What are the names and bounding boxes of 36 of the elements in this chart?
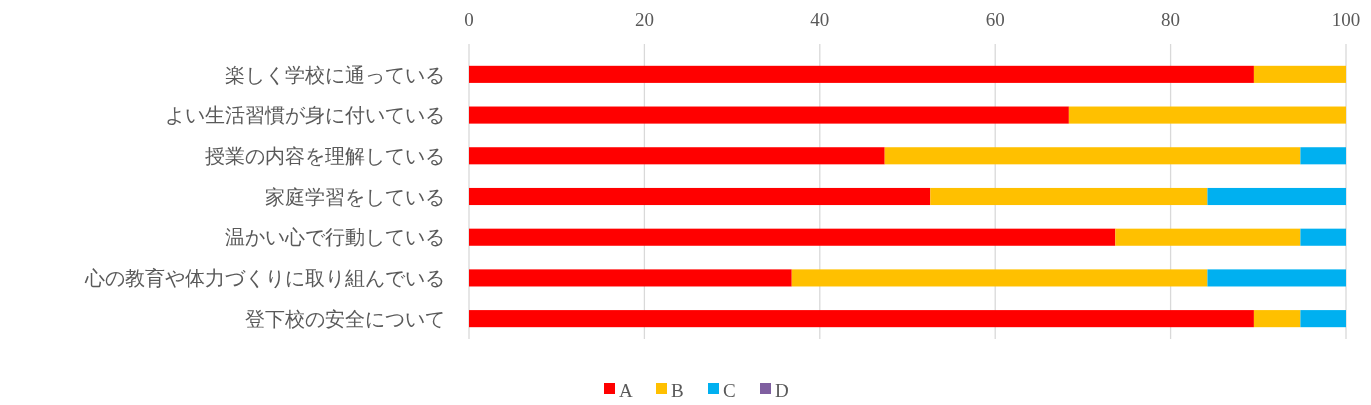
legend-label: C [723, 379, 736, 401]
bar [469, 147, 885, 165]
legend-label: A [619, 379, 633, 401]
bar [1253, 65, 1347, 83]
bar [1300, 147, 1346, 165]
bar [469, 228, 1116, 246]
bar [1253, 310, 1301, 328]
x-tick-label: 20 [634, 9, 654, 30]
x-tick-label: 100 [1331, 9, 1361, 30]
y-tick-label: 授業の内容を理解している [205, 144, 445, 167]
bar [469, 106, 1069, 124]
x-tick-label: 80 [1161, 9, 1181, 30]
bar [1300, 228, 1346, 246]
legend-label: D [775, 379, 789, 401]
x-tick-label: 60 [985, 9, 1005, 30]
bar [469, 269, 792, 287]
bar [469, 187, 931, 206]
y-tick-label: 家庭学習をしている [265, 185, 445, 208]
x-tick-label: 40 [810, 9, 830, 30]
y-tick-label: よい生活習慣が身に付いている [165, 104, 445, 127]
bar [930, 187, 1208, 206]
bar [1207, 187, 1346, 206]
y-tick-label: 登下校の安全について [245, 307, 445, 330]
y-tick-label: 心の教育や体力づくりに取り組んでいる [84, 267, 445, 290]
bar [469, 65, 1254, 83]
bar [469, 310, 1254, 328]
bar [1068, 106, 1346, 124]
bar [884, 147, 1301, 165]
bar [1300, 310, 1346, 328]
bar [1207, 269, 1346, 287]
bar [1115, 228, 1301, 246]
y-tick-label: 楽しく学校に通っている [225, 63, 445, 86]
bar [791, 269, 1208, 287]
x-tick-label: 0 [464, 9, 474, 30]
y-tick-label: 温かい心で行動している [225, 226, 445, 249]
legend-label: B [671, 379, 684, 401]
